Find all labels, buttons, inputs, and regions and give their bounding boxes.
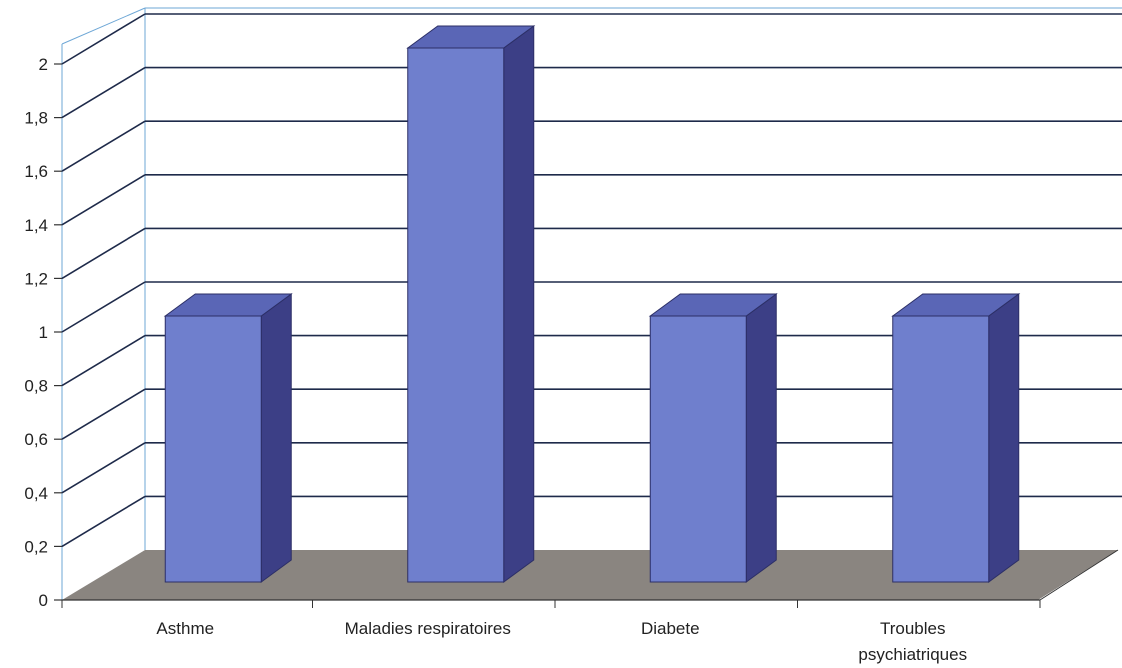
y-tick-label: 1,6 — [24, 162, 48, 181]
x-category-label: Asthme — [156, 619, 214, 638]
bar-front — [407, 47, 505, 583]
y-tick-label: 1,4 — [24, 216, 48, 235]
gridline-side — [61, 174, 146, 226]
gridline-side — [61, 120, 146, 172]
gridline-side — [61, 13, 146, 65]
gridline-side — [61, 334, 146, 387]
y-tick-label: 0,4 — [24, 484, 48, 503]
bar — [891, 293, 1021, 583]
x-category-label: Maladies respiratoires — [345, 619, 511, 638]
side-wall-top-edge — [61, 7, 146, 45]
gridline-side — [61, 442, 146, 494]
bar-front — [892, 315, 990, 583]
bar-front — [164, 315, 262, 583]
gridline-side — [61, 495, 146, 548]
gridline-side — [61, 227, 146, 280]
bar — [648, 293, 778, 583]
y-tick-label: 2 — [39, 55, 48, 74]
floor-plane — [62, 550, 1118, 600]
bar-front — [649, 315, 747, 583]
y-tick-label: 0,2 — [24, 537, 48, 556]
gridline-side — [61, 388, 146, 440]
chart-walls — [61, 7, 1122, 600]
x-category-label: Diabete — [641, 619, 700, 638]
y-tick-label: 1,8 — [24, 109, 48, 128]
y-tick-label: 0 — [39, 591, 48, 610]
y-tick-label: 0,6 — [24, 430, 48, 449]
bars — [163, 25, 1021, 583]
y-tick-label: 1,2 — [24, 269, 48, 288]
bar — [163, 293, 293, 583]
gridline-side — [61, 66, 146, 119]
y-tick-label: 1 — [39, 323, 48, 342]
y-axis: 0 0,2 0,4 0,6 0,8 1 1,2 1,4 1,6 1,8 2 — [24, 55, 62, 610]
bar-side — [745, 293, 777, 583]
bar-side — [260, 293, 292, 583]
gridline-side — [61, 281, 146, 333]
bar — [406, 25, 536, 583]
x-axis-depth-line — [1039, 549, 1119, 601]
x-category-label: Troubles — [880, 619, 946, 638]
x-category-label: psychiatriques — [858, 645, 967, 664]
y-tick-label: 0,8 — [24, 377, 48, 396]
bar-side — [503, 25, 535, 583]
bar-side — [988, 293, 1020, 583]
chart-floor — [62, 550, 1118, 600]
x-axis: Asthme Maladies respiratoires Diabete Troub… — [61, 549, 1119, 664]
